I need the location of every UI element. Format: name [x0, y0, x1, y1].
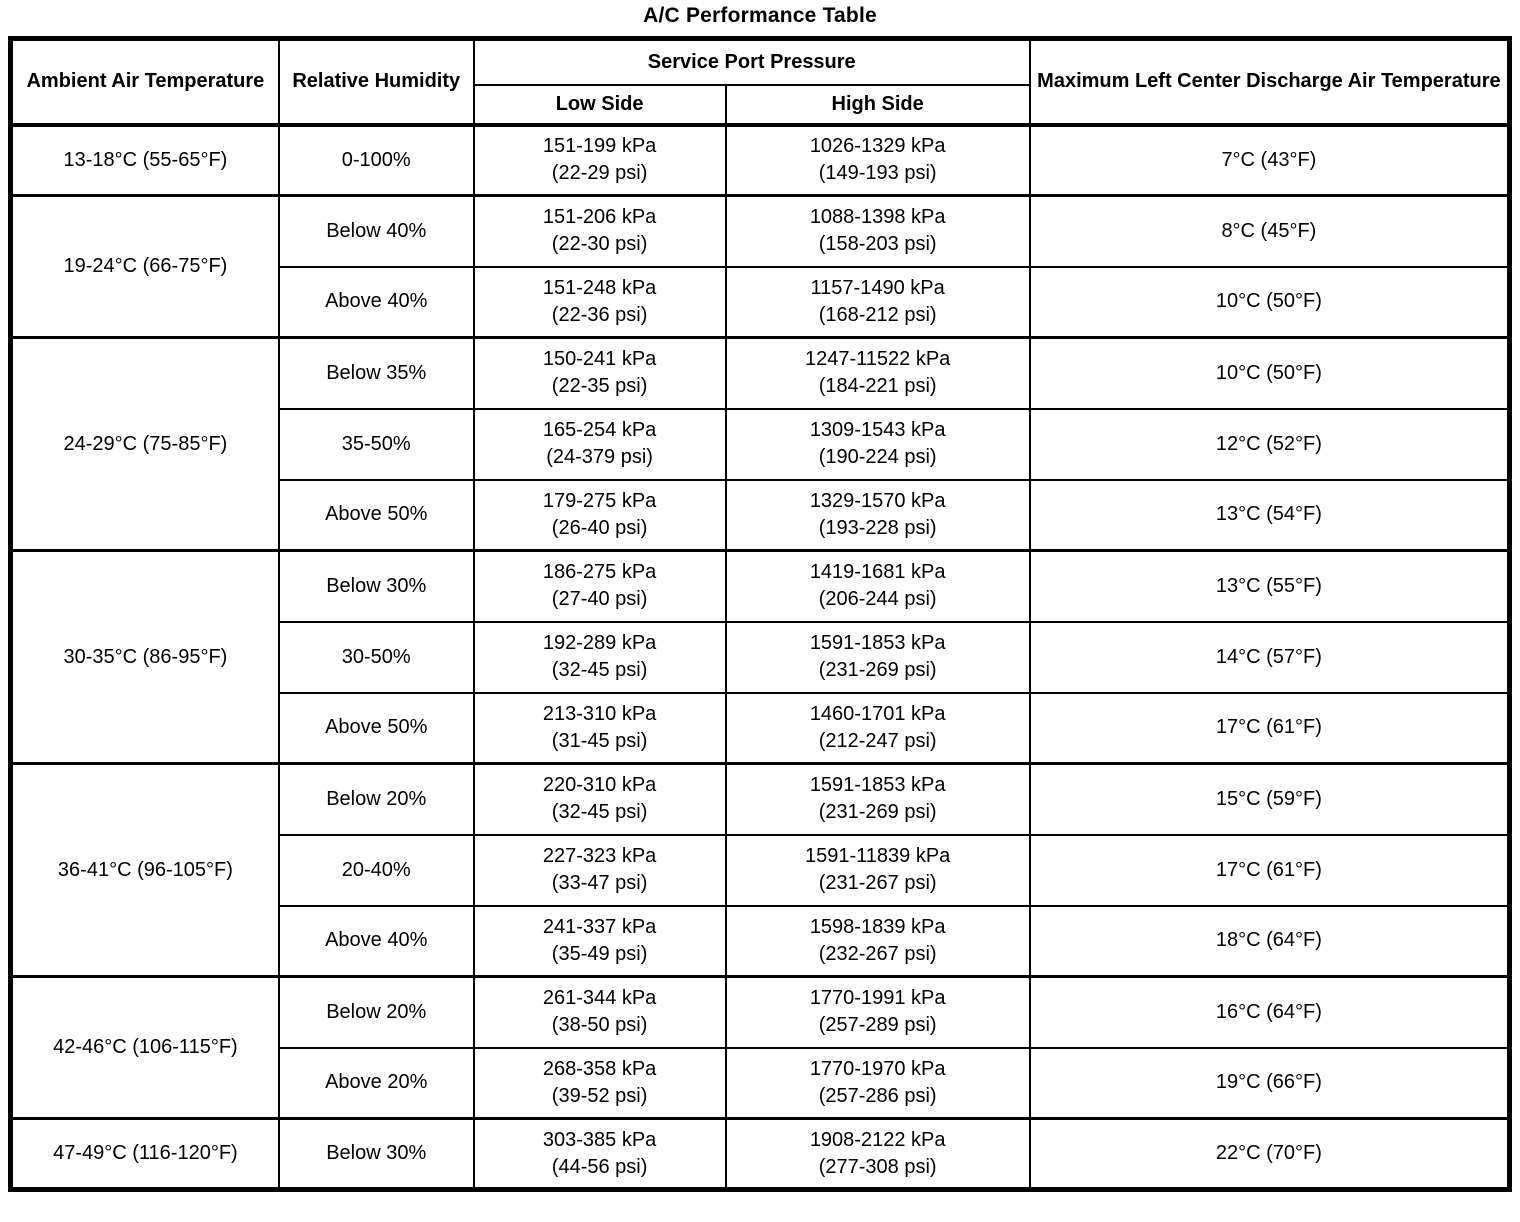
low-side-cell: 261-344 kPa (38-50 psi) — [472, 975, 727, 1049]
high-side-cell: 1088-1398 kPa (158-203 psi) — [724, 194, 1031, 268]
table-row: 30-35°C (86-95°F) Below 30% 186-275 kPa(… — [9, 549, 1511, 765]
humidity-cell: 30-50% — [277, 620, 475, 694]
discharge-temp-cell: 17°C (61°F) — [1028, 691, 1511, 765]
humidity-cell: Above 40% — [277, 904, 475, 978]
high-side-cell: 1460-1701 kPa (212-247 psi) — [724, 691, 1031, 765]
ambient-temp-cell: 30-35°C (86-95°F) — [9, 549, 280, 765]
discharge-temp-cell: 7°C (43°F) — [1028, 123, 1511, 197]
low-side-cell: 151-199 kPa (22-29 psi) — [472, 123, 727, 197]
discharge-temp-cell: 10°C (50°F) — [1028, 336, 1511, 410]
high-side-cell: 1329-1570 kPa (193-228 psi) — [724, 478, 1031, 552]
header-relative-humidity: Relative Humidity — [277, 37, 475, 127]
humidity-cell: Below 20% — [277, 975, 475, 1049]
high-side-cell: 1419-1681 kPa (206-244 psi) — [724, 549, 1031, 623]
humidity-cell: Above 20% — [277, 1046, 475, 1120]
humidity-cell: Below 20% — [277, 762, 475, 836]
discharge-temp-cell: 22°C (70°F) — [1028, 1117, 1511, 1191]
high-side-cell: 1157-1490 kPa (168-212 psi) — [724, 265, 1031, 339]
ambient-temp-cell: 19-24°C (66-75°F) — [9, 194, 280, 339]
table-row: 47-49°C (116-120°F) Below 30% 303-385 kP… — [9, 1117, 1511, 1191]
table-row: Above 40% 241-337 kPa (35-49 psi) 1598-18… — [11, 904, 1511, 978]
discharge-temp-cell: 13°C (55°F) — [1028, 549, 1511, 623]
ambient-temp-cell: 36-41°C (96-105°F) — [9, 762, 280, 978]
header-max-discharge-temperature: Maximum Left Center Discharge Air Temper… — [1028, 37, 1511, 127]
low-side-cell: 192-289 kPa (32-45 psi) — [472, 620, 727, 694]
humidity-cell: Below 40% — [277, 194, 475, 268]
humidity-cell: Below 30% — [277, 549, 475, 623]
high-side-cell: 1247-11522 kPa (184-221 psi) — [724, 336, 1031, 410]
humidity-cell: Above 50% — [277, 691, 475, 765]
low-side-cell: 241-337 kPa (35-49 psi) — [472, 904, 727, 978]
header-service-port-pressure: Service Port Pressure — [472, 37, 1031, 86]
discharge-temp-cell: 13°C (54°F) — [1028, 478, 1511, 552]
discharge-temp-cell: 17°C (61°F) — [1028, 833, 1511, 907]
header-low-side: Low Side — [472, 83, 727, 127]
table-row: 19-24°C (66-75°F) Below 40% 151-206 kPa(… — [9, 194, 1511, 339]
discharge-temp-cell: 10°C (50°F) — [1028, 265, 1511, 339]
low-side-cell: 179-275 kPa (26-40 psi) — [472, 478, 727, 552]
low-side-cell: 213-310 kPa (31-45 psi) — [472, 691, 727, 765]
table-row: 24-29°C (75-85°F) Below 35% 150-241 kPa(… — [9, 336, 1511, 552]
discharge-temp-cell: 8°C (45°F) — [1028, 194, 1511, 268]
low-side-cell: 220-310 kPa (32-45 psi) — [472, 762, 727, 836]
ambient-temp-cell: 42-46°C (106-115°F) — [9, 975, 280, 1120]
humidity-cell: 0-100% — [277, 123, 475, 197]
table-row: Above 50% 213-310 kPa (31-45 psi) 1460-17… — [11, 691, 1511, 765]
low-side-cell: 268-358 kPa (39-52 psi) — [472, 1046, 727, 1120]
table-row: Above 20% 268-358 kPa (39-52 psi) 1770-19… — [11, 1046, 1511, 1120]
humidity-cell: 20-40% — [277, 833, 475, 907]
humidity-cell: 35-50% — [277, 407, 475, 481]
table-row: 36-41°C (96-105°F) Below 20% 220-310 kPa… — [9, 762, 1511, 978]
humidity-cell: Above 40% — [277, 265, 475, 339]
humidity-cell: Below 35% — [277, 336, 475, 410]
discharge-temp-cell: 14°C (57°F) — [1028, 620, 1511, 694]
header-high-side: High Side — [724, 83, 1031, 127]
discharge-temp-cell: 12°C (52°F) — [1028, 407, 1511, 481]
high-side-cell: 1309-1543 kPa (190-224 psi) — [724, 407, 1031, 481]
discharge-temp-cell: 16°C (64°F) — [1028, 975, 1511, 1049]
header-row-2: Low Side High Side — [11, 83, 1510, 127]
ambient-temp-cell: 24-29°C (75-85°F) — [9, 336, 280, 552]
low-side-cell: 165-254 kPa (24-379 psi) — [472, 407, 727, 481]
ambient-temp-cell: 13-18°C (55-65°F) — [9, 123, 280, 197]
high-side-cell: 1770-1991 kPa (257-289 psi) — [724, 975, 1031, 1049]
table-row: 42-46°C (106-115°F) Below 20% 261-344 kP… — [9, 975, 1511, 1120]
discharge-temp-cell: 15°C (59°F) — [1028, 762, 1511, 836]
high-side-cell: 1770-1970 kPa (257-286 psi) — [724, 1046, 1031, 1120]
table-row: 13-18°C (55-65°F) 0-100% 151-199 kPa (22-… — [9, 123, 1511, 197]
low-side-cell: 150-241 kPa (22-35 psi) — [472, 336, 727, 410]
discharge-temp-cell: 19°C (66°F) — [1028, 1046, 1511, 1120]
table-row: Above 40% 151-248 kPa (22-36 psi) 1157-14… — [11, 265, 1511, 339]
high-side-cell: 1908-2122 kPa (277-308 psi) — [724, 1117, 1031, 1191]
low-side-cell: 186-275 kPa (27-40 psi) — [472, 549, 727, 623]
ambient-temp-cell: 47-49°C (116-120°F) — [9, 1117, 280, 1191]
low-side-cell: 151-248 kPa (22-36 psi) — [472, 265, 727, 339]
header-ambient-air-temperature: Ambient Air Temperature — [9, 37, 280, 127]
table-row: 30-50% 192-289 kPa (32-45 psi) 1591-1853 … — [11, 620, 1511, 694]
low-side-cell: 303-385 kPa (44-56 psi) — [472, 1117, 727, 1191]
humidity-cell: Above 50% — [277, 478, 475, 552]
table-header: Ambient Air Temperature Relative Humidit… — [9, 37, 1511, 127]
table-row: 20-40% 227-323 kPa (33-47 psi) 1591-11839… — [11, 833, 1511, 907]
high-side-cell: 1598-1839 kPa (232-267 psi) — [724, 904, 1031, 978]
low-side-cell: 151-206 kPa (22-30 psi) — [472, 194, 727, 268]
high-side-cell: 1591-11839 kPa (231-267 psi) — [724, 833, 1031, 907]
page-title: A/C Performance Table — [643, 4, 877, 27]
table-row: 35-50% 165-254 kPa (24-379 psi) 1309-1543… — [11, 407, 1511, 481]
discharge-temp-cell: 18°C (64°F) — [1028, 904, 1511, 978]
high-side-cell: 1026-1329 kPa (149-193 psi) — [724, 123, 1031, 197]
high-side-cell: 1591-1853 kPa (231-269 psi) — [724, 620, 1031, 694]
header-row-1: Ambient Air Temperature Relative Humidit… — [9, 37, 1511, 127]
table-row: Above 50% 179-275 kPa (26-40 psi) 1329-15… — [11, 478, 1511, 552]
high-side-cell: 1591-1853 kPa (231-269 psi) — [724, 762, 1031, 836]
humidity-cell: Below 30% — [277, 1117, 475, 1191]
low-side-cell: 227-323 kPa (33-47 psi) — [472, 833, 727, 907]
ac-performance-table: Ambient Air Temperature Relative Humidit… — [8, 36, 1512, 1192]
table-body: 13-18°C (55-65°F) 0-100% 151-199 kPa (22-… — [9, 123, 1511, 1191]
